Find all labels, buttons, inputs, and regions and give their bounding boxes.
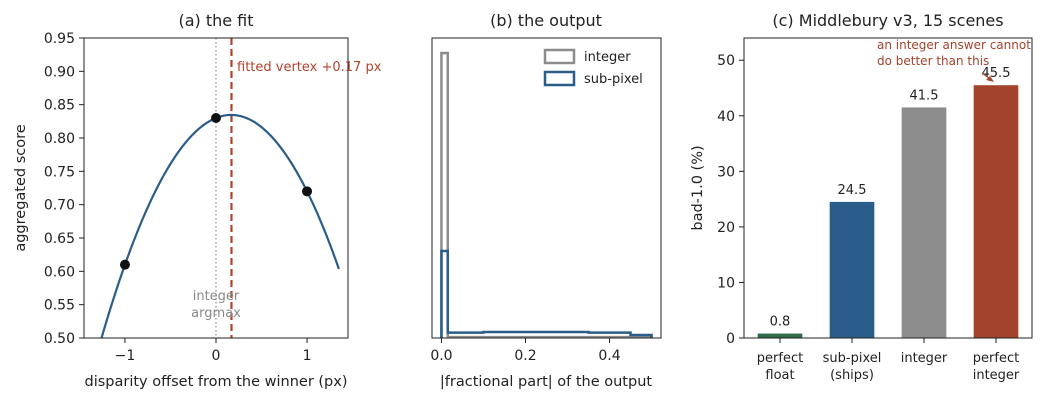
- bar-category-label-line2: integer: [973, 368, 1020, 383]
- sample-point-2: [302, 186, 313, 197]
- bar-1: [829, 201, 875, 338]
- bar-category-label-line2: (ships): [830, 368, 874, 383]
- panel-b-legend: integer sub-pixel: [543, 48, 643, 87]
- panel-a-x-tick-label: −1: [115, 348, 136, 364]
- panel-a-x-axis-label: disparity offset from the winner (px): [85, 374, 348, 390]
- bar-category-label: perfect: [757, 351, 803, 366]
- panel-a-x-tick-label: 1: [303, 348, 312, 364]
- bar-value-label: 0.8: [770, 315, 791, 330]
- panel-c-y-tick-label: 0: [726, 331, 735, 347]
- panel-c-y-tick-label: 40: [717, 109, 735, 125]
- bar-value-label: 24.5: [838, 183, 867, 198]
- series-integer-step: [440, 51, 653, 339]
- panel-b-x-tick-label: 0.0: [430, 348, 452, 364]
- panel-a-y-ticks: 0.50 0.55 0.60 0.65 0.70 0.75 0.80 0.85 0.90 0.95: [44, 31, 84, 347]
- panel-a-x-ticks: −1 0 1: [115, 338, 312, 364]
- panel-a-frame: [83, 37, 349, 339]
- panel-a-y-tick-label: 0.55: [44, 298, 75, 314]
- panel-c-y-tick-label: 20: [717, 220, 735, 236]
- panel-c-y-tick-label: 30: [717, 164, 735, 180]
- panel-a-argmax-label-line1: integer: [193, 289, 240, 304]
- panel-a-y-tick-label: 0.95: [44, 31, 75, 47]
- bar-category-label-line2: float: [765, 368, 794, 383]
- panel-a-y-tick-label: 0.65: [44, 231, 75, 247]
- panel-a-title: (a) the fit: [178, 11, 253, 30]
- panel-c-annotation-line2: do better than this: [877, 54, 989, 68]
- panel-a-y-tick-label: 0.75: [44, 164, 75, 180]
- bar-value-label: 45.5: [982, 66, 1011, 81]
- panel-c-annotation-arrow: [981, 72, 994, 82]
- panel-b-frame: [431, 37, 662, 339]
- panel-b-x-ticks: 0.0 0.2 0.4: [430, 338, 621, 364]
- panel-c-y-tick-label: 50: [717, 53, 735, 69]
- panel-c-middlebury: (c) Middlebury v3, 15 scenes 0.8 perfect f…: [690, 11, 1033, 383]
- panel-a-y-tick-label: 0.80: [44, 131, 75, 147]
- panel-c-y-ticks: 0 10 20 30 40 50: [717, 53, 744, 347]
- panel-a-y-axis-label: aggregated score: [13, 124, 29, 251]
- legend-label-integer: integer: [584, 50, 631, 65]
- panel-a-x-tick-label: 0: [212, 348, 221, 364]
- panel-b-series: [440, 51, 653, 339]
- sample-point-1: [211, 113, 221, 123]
- panel-a-vertex-annotation: fitted vertex +0.17 px: [237, 60, 382, 75]
- panel-a-y-tick-label: 0.70: [44, 198, 75, 214]
- legend-label-sub-pixel: sub-pixel: [584, 72, 643, 87]
- panel-a-sample-points: [119, 113, 313, 270]
- legend-swatch-sub-pixel: [543, 70, 576, 87]
- sample-point-0: [119, 259, 130, 270]
- bar-category-label: sub-pixel: [823, 351, 882, 366]
- legend-swatch-integer: [543, 48, 576, 65]
- bar-value-label: 41.5: [910, 88, 939, 103]
- panel-c-y-tick-label: 10: [717, 275, 735, 291]
- panel-a-fit-curve: [100, 113, 340, 339]
- panel-a-y-tick-label: 0.50: [44, 331, 75, 347]
- panel-b-title: (b) the output: [490, 11, 602, 30]
- series-sub-pixel-step: [440, 249, 653, 338]
- bar-category-label: integer: [901, 351, 948, 366]
- panel-c-y-axis-label: bad-1.0 (%): [690, 145, 706, 230]
- panel-a-y-tick-label: 0.85: [44, 98, 75, 114]
- panel-c-bars: 0.8 perfect float 24.5 sub-pixel (ships) 41.5 i…: [757, 66, 1020, 383]
- bar-category-label: perfect: [973, 351, 1019, 366]
- panel-b-x-axis-label: |fractional part| of the output: [440, 374, 652, 390]
- bar-2: [901, 107, 947, 338]
- panel-b-output: (b) the output 0.0 0.2 0.4 integer sub-pix…: [430, 11, 662, 390]
- panel-b-x-tick-label: 0.2: [514, 348, 536, 364]
- panel-a-reference-lines: [215, 38, 233, 338]
- bar-3: [973, 85, 1019, 338]
- panel-c-title: (c) Middlebury v3, 15 scenes: [772, 11, 1003, 30]
- panel-a-y-tick-label: 0.90: [44, 64, 75, 80]
- panel-a-fit: (a) the fit 0.50 0.55 0.60 0.65 0.70 0.75 0.80…: [13, 11, 382, 390]
- panel-c-frame: [743, 37, 1033, 339]
- panel-a-y-tick-label: 0.60: [44, 264, 75, 280]
- panel-b-x-tick-label: 0.4: [598, 348, 620, 364]
- panel-a-argmax-label-line2: argmax: [191, 306, 241, 321]
- panel-c-annotation-line1: an integer answer cannot: [877, 38, 1031, 52]
- bar-0: [757, 333, 803, 338]
